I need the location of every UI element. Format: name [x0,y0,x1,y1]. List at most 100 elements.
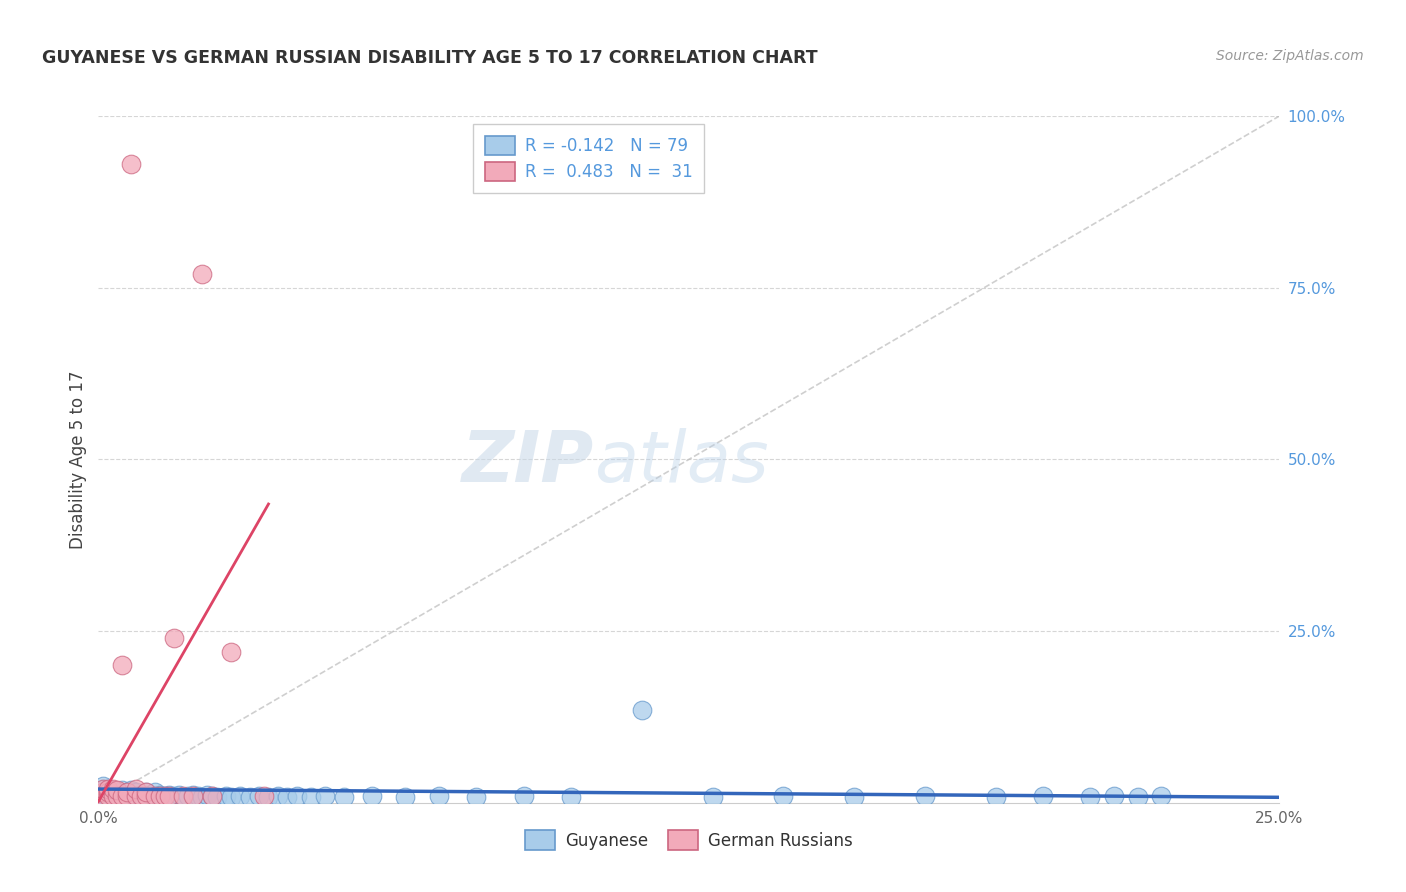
Point [139,788,162,802]
Point [135,785,157,799]
Point [844,790,866,805]
Point [285,789,308,803]
Point [115,785,138,799]
Point [984,790,1007,805]
Point [115,789,138,803]
Point [205,790,228,805]
Point [121,783,143,797]
Point [91,789,114,803]
Point [239,790,262,805]
Point [361,789,384,803]
Point [167,788,190,802]
Point [105,785,128,799]
Point [91,782,114,797]
Point [97,789,120,803]
Point [129,790,152,805]
Point [135,785,157,799]
Point [143,789,166,803]
Point [91,785,114,799]
Point [257,790,280,805]
Text: GUYANESE VS GERMAN RUSSIAN DISABILITY AGE 5 TO 17 CORRELATION CHART: GUYANESE VS GERMAN RUSSIAN DISABILITY AG… [42,49,818,67]
Point [191,790,214,805]
Point [630,703,652,717]
Point [101,790,124,805]
Point [105,790,128,805]
Point [253,789,276,803]
Point [560,790,582,805]
Point [187,789,209,803]
Point [157,790,180,805]
Point [149,789,172,803]
Point [115,789,138,803]
Point [201,789,224,803]
Point [125,789,148,803]
Point [163,789,186,803]
Point [121,157,143,171]
Point [101,788,124,802]
Point [91,779,114,793]
Text: ZIP: ZIP [463,428,595,498]
Point [153,789,176,803]
Point [105,789,128,803]
Point [143,785,166,799]
Point [247,789,270,803]
Point [153,789,176,803]
Legend: Guyanese, German Russians: Guyanese, German Russians [519,823,859,856]
Point [97,785,120,799]
Point [181,789,204,803]
Point [111,789,134,803]
Point [101,785,124,799]
Point [201,789,224,803]
Point [139,790,162,805]
Point [195,788,218,802]
Point [465,790,488,805]
Point [157,789,180,803]
Point [91,789,114,803]
Point [1032,789,1054,803]
Point [125,785,148,799]
Point [276,790,298,805]
Point [512,789,534,803]
Point [121,790,143,805]
Point [111,788,134,802]
Point [105,783,128,797]
Point [111,790,134,805]
Point [129,788,152,802]
Point [1080,790,1102,805]
Point [125,789,148,803]
Point [299,790,322,805]
Point [1102,789,1125,803]
Point [172,790,194,805]
Point [219,790,242,805]
Point [177,789,200,803]
Point [157,788,180,802]
Point [914,789,936,803]
Point [1126,790,1149,805]
Point [97,785,120,799]
Point [135,789,157,803]
Point [111,783,134,797]
Point [181,788,204,802]
Point [149,788,172,802]
Point [101,782,124,797]
Point [125,782,148,797]
Point [105,789,128,803]
Point [97,789,120,803]
Point [143,789,166,803]
Point [129,789,152,803]
Point [163,631,186,645]
Point [172,789,194,803]
Point [229,789,252,803]
Point [135,789,157,803]
Point [101,789,124,803]
Point [1150,789,1173,803]
Point [97,782,120,797]
Point [215,789,238,803]
Point [427,789,450,803]
Point [101,789,124,803]
Point [702,790,724,805]
Point [91,785,114,799]
Point [267,789,290,803]
Point [121,788,143,802]
Point [91,782,114,797]
